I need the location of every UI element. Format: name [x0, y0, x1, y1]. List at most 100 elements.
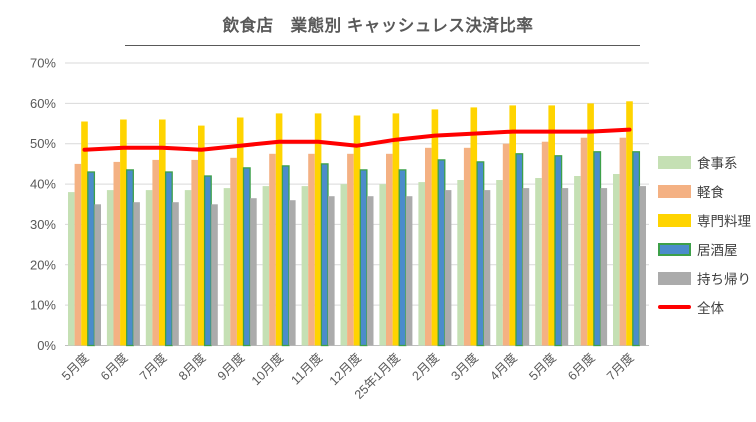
chart-legend: 食事系 軽食 専門料理 居酒屋 持ち帰り 全体 — [658, 152, 751, 317]
y-axis-tick-label: 40% — [30, 177, 56, 192]
bar-居酒屋 — [437, 159, 446, 347]
bar-居酒屋 — [281, 165, 290, 347]
bar-専門料理 — [353, 115, 361, 346]
bar-軽食 — [386, 153, 393, 346]
legend-item-izakaya: 居酒屋 — [658, 239, 751, 259]
bar-持ち帰り — [639, 186, 646, 346]
bar-専門料理 — [626, 101, 633, 346]
bar-食事系 — [418, 182, 425, 346]
bar-食事系 — [535, 178, 542, 346]
bar-食事系 — [145, 190, 153, 346]
bar-食事系 — [613, 174, 620, 346]
x-axis-tick-label: 4月度 — [487, 350, 521, 384]
bar-持ち帰り — [561, 188, 569, 346]
bar-専門料理 — [431, 109, 439, 346]
legend-item-zentai: 全体 — [658, 297, 751, 317]
y-axis-tick-label: 0% — [37, 338, 56, 353]
y-axis-tick-label: 30% — [30, 217, 56, 232]
bar-居酒屋 — [87, 171, 96, 347]
bar-居酒屋 — [164, 171, 173, 347]
x-axis-tick-label: 11月度 — [288, 350, 326, 388]
bar-食事系 — [340, 184, 348, 346]
bar-持ち帰り — [522, 188, 530, 346]
x-axis-tick-label: 6月度 — [565, 350, 599, 384]
bar-居酒屋 — [320, 163, 329, 347]
y-axis-tick-label: 70% — [30, 56, 56, 71]
bar-食事系 — [68, 192, 75, 346]
legend-label: 専門料理 — [697, 214, 751, 229]
bar-食事系 — [106, 190, 114, 346]
legend-item-mochikaeri: 持ち帰り — [658, 268, 751, 288]
bar-専門料理 — [198, 125, 205, 346]
legend-swatch-icon — [658, 213, 691, 227]
legend-item-senmonryori: 専門料理 — [658, 210, 751, 230]
bar-持ち帰り — [133, 202, 140, 346]
legend-label: 居酒屋 — [697, 243, 738, 258]
bar-持ち帰り — [444, 190, 452, 346]
x-axis-tick-label: 10月度 — [248, 350, 286, 388]
bar-軽食 — [230, 157, 237, 346]
bar-食事系 — [496, 180, 503, 346]
bar-専門料理 — [236, 117, 244, 346]
bar-軽食 — [152, 159, 159, 346]
bar-持ち帰り — [600, 188, 608, 346]
bar-軽食 — [308, 153, 315, 346]
bar-専門料理 — [470, 107, 478, 346]
x-axis-tick-label: 2月度 — [409, 350, 443, 384]
bar-軽食 — [347, 153, 354, 346]
bar-専門料理 — [392, 113, 400, 346]
x-axis-tick-label: 8月度 — [175, 350, 209, 384]
bar-軽食 — [269, 153, 276, 346]
legend-swatch-icon — [658, 242, 691, 256]
bar-専門料理 — [275, 113, 283, 346]
x-axis-tick-label: 3月度 — [448, 350, 482, 384]
bar-居酒屋 — [242, 167, 251, 347]
bar-軽食 — [541, 141, 549, 346]
x-axis-tick-label: 6月度 — [97, 350, 131, 384]
legend-swatch-icon — [658, 305, 691, 309]
line-全体 — [82, 127, 632, 152]
y-axis-tick-label: 10% — [30, 298, 56, 313]
legend-swatch-icon — [658, 271, 691, 285]
legend-swatch-icon — [658, 184, 691, 198]
bar-専門料理 — [120, 119, 127, 346]
y-axis-tick-label: 20% — [30, 257, 56, 272]
bar-居酒屋 — [554, 155, 563, 347]
title-underline — [125, 45, 640, 46]
bar-食事系 — [301, 186, 309, 346]
bar-軽食 — [191, 159, 198, 346]
y-axis-tick-label: 60% — [30, 96, 56, 111]
bar-持ち帰り — [289, 200, 296, 346]
bar-居酒屋 — [593, 151, 602, 347]
bar-軽食 — [463, 147, 471, 346]
x-axis-tick-label: 9月度 — [214, 350, 248, 384]
bar-専門料理 — [587, 103, 594, 346]
bar-専門料理 — [314, 113, 322, 346]
legend-label: 持ち帰り — [697, 272, 751, 287]
bar-持ち帰り — [483, 190, 491, 346]
chart-title: 飲食店 業態別 キャッシュレス決済比率 — [222, 17, 534, 35]
bar-居酒屋 — [203, 175, 212, 347]
legend-item-keishoku: 軽食 — [658, 181, 751, 201]
bar-食事系 — [223, 188, 231, 346]
legend-label: 全体 — [697, 301, 724, 316]
legend-item-shokujikei: 食事系 — [658, 152, 751, 172]
bar-持ち帰り — [328, 196, 335, 346]
bar-持ち帰り — [366, 196, 374, 346]
bar-居酒屋 — [515, 153, 524, 347]
bar-食事系 — [184, 190, 192, 346]
bar-居酒屋 — [126, 169, 134, 347]
bar-食事系 — [379, 184, 386, 346]
x-axis-tick-label: 5月度 — [526, 350, 560, 384]
bar-軽食 — [502, 143, 510, 346]
legend-label: 食事系 — [697, 156, 738, 171]
bar-食事系 — [574, 176, 581, 346]
bar-軽食 — [113, 161, 121, 346]
bar-持ち帰り — [94, 204, 101, 346]
x-axis-tick-label: 7月度 — [603, 350, 637, 384]
bar-持ち帰り — [211, 204, 218, 346]
bar-食事系 — [262, 186, 270, 346]
bar-居酒屋 — [398, 169, 407, 347]
bar-軽食 — [619, 137, 627, 346]
